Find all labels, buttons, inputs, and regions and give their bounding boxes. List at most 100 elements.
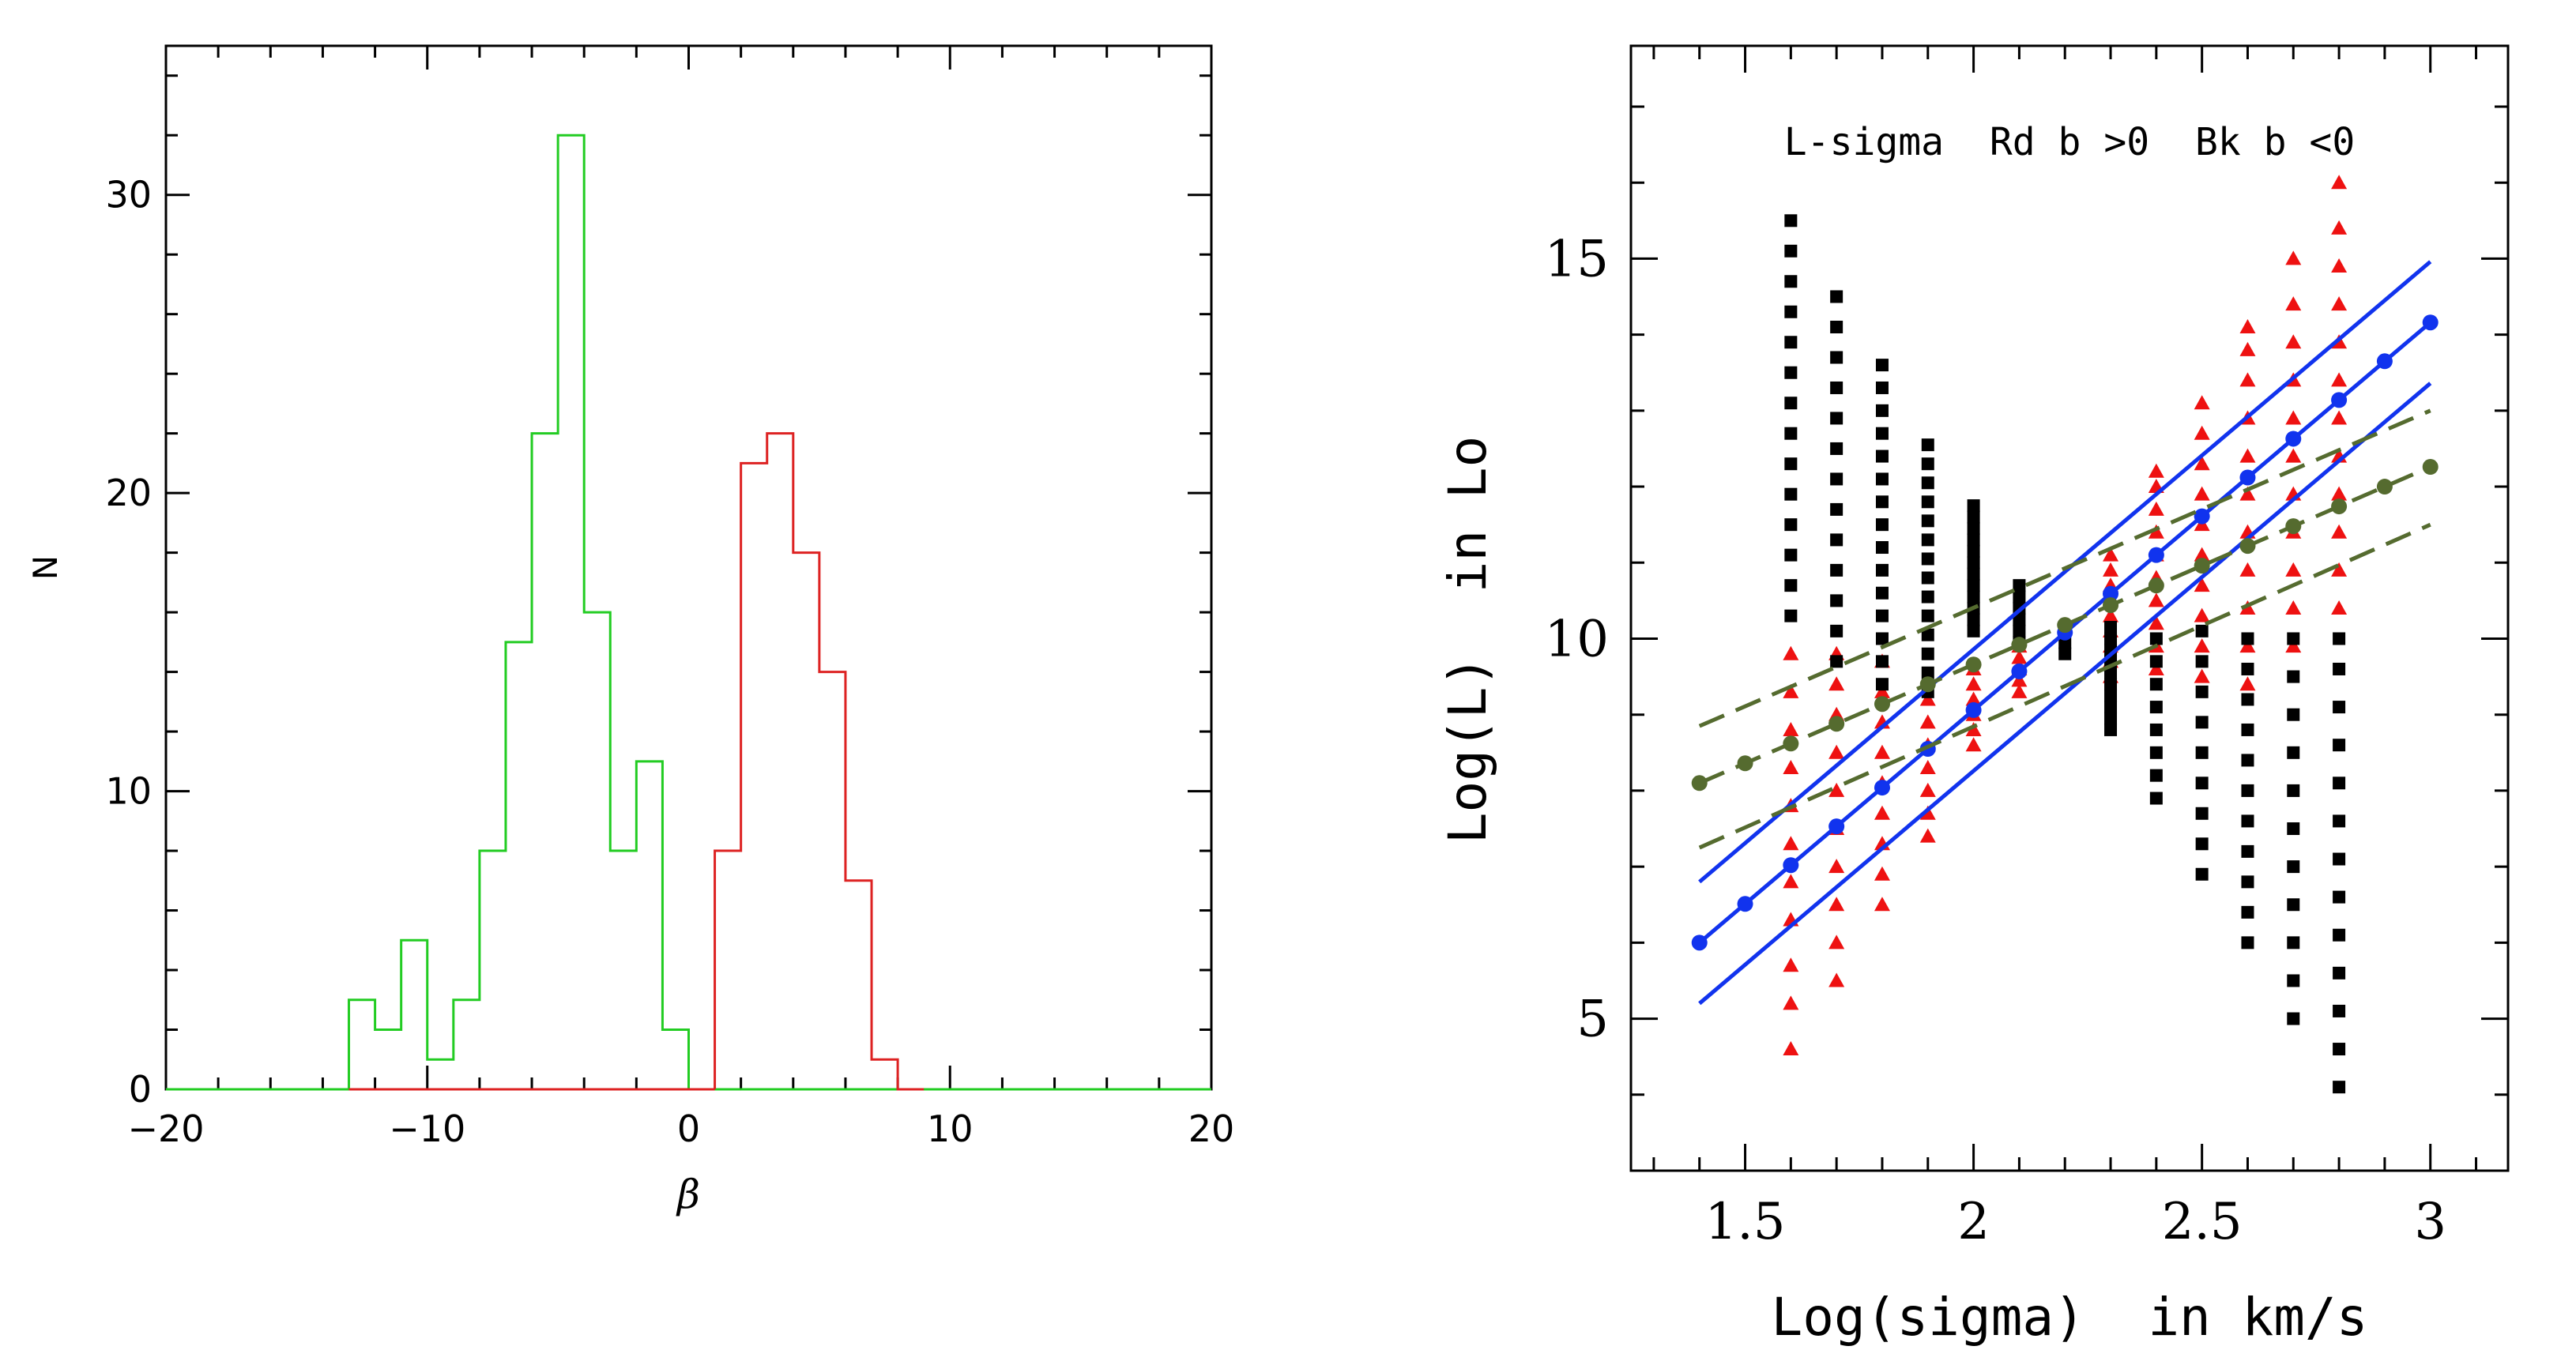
red-triangle-point: [2194, 456, 2210, 471]
black-square-point: [2287, 784, 2300, 797]
red-triangle-point: [2194, 638, 2210, 653]
black-square-point: [2333, 1004, 2346, 1017]
blue-fit-point: [2148, 547, 2164, 563]
red-triangle-point: [1919, 828, 1936, 843]
black-square-point: [2333, 814, 2346, 828]
y-tick-label: 10: [1545, 610, 1609, 668]
red-triangle-point: [1828, 934, 1845, 949]
black-square-point: [1921, 609, 1934, 622]
red-triangle-point: [2239, 676, 2256, 691]
red-triangle-point: [2239, 486, 2256, 501]
blue-fit-point: [2011, 663, 2028, 679]
black-square-point: [2013, 613, 2026, 626]
red-triangle-point: [1919, 691, 1936, 706]
black-square-point: [2287, 670, 2300, 683]
scatter-title: L-sigma Rd b >0 Bk b <0: [1784, 120, 2355, 164]
blue-fit-point: [1828, 818, 1845, 835]
olive-fit-point: [1874, 696, 1890, 713]
black-square-point: [1784, 214, 1798, 228]
red-triangle-point: [2331, 486, 2348, 501]
black-square-point: [1784, 518, 1798, 532]
black-square-point: [1830, 624, 1843, 637]
black-square-point: [1830, 472, 1843, 486]
red-triangle-point: [1965, 737, 1982, 752]
black-square-point: [1875, 541, 1889, 555]
histogram-frame: [164, 44, 1213, 1091]
black-square-point: [1784, 336, 1798, 349]
x-tick-label: 1.5: [1705, 1193, 1786, 1251]
black-square-point: [1967, 579, 1980, 592]
black-square-point: [1875, 518, 1889, 532]
olive-upper-band-line: [1698, 408, 2431, 728]
black-square-point: [2195, 624, 2209, 637]
y-tick-label: 10: [105, 770, 152, 813]
black-square-point: [1921, 666, 1934, 679]
black-square-point: [1921, 476, 1934, 490]
olive-fit-point: [1828, 716, 1845, 732]
red-triangle-point: [2285, 562, 2302, 577]
black-square-point: [2149, 655, 2163, 668]
histogram-ticks: [164, 46, 1213, 1091]
black-square-point: [2287, 898, 2300, 912]
black-square-point: [2333, 928, 2346, 942]
scatter-tick-labels: 1.5 2 2.5 3 5 10 15: [1545, 230, 2447, 1251]
black-square-point: [1830, 412, 1843, 425]
black-square-point: [1967, 590, 1980, 604]
black-square-point: [1784, 244, 1798, 258]
blue-fit-point: [2239, 469, 2256, 486]
red-triangle-point: [1828, 676, 1845, 691]
blue-fit-point: [1965, 701, 1982, 718]
black-square-point: [2333, 701, 2346, 714]
black-square-point: [2104, 701, 2118, 714]
red-triangle-point: [1783, 836, 1799, 851]
red-triangle-point: [2331, 600, 2348, 615]
black-square-point: [1784, 609, 1798, 622]
red-triangle-point: [2331, 220, 2348, 235]
black-square-point: [2104, 689, 2118, 702]
black-square-point: [2241, 905, 2254, 919]
scatter-frame: [1629, 44, 2510, 1172]
olive-fit-group: [1691, 408, 2439, 850]
black-square-point: [1921, 495, 1934, 509]
x-tick-label: 2.5: [2162, 1193, 2243, 1251]
black-square-point: [2241, 844, 2254, 858]
black-square-point: [2104, 632, 2118, 645]
x-tick-label: 10: [927, 1107, 974, 1150]
black-square-point: [2195, 655, 2209, 668]
black-square-point: [2333, 777, 2346, 790]
black-square-point: [1967, 510, 1980, 524]
black-square-point: [2195, 716, 2209, 729]
red-triangle-point: [1874, 805, 1890, 820]
black-square-point: [1967, 521, 1980, 535]
blue-fit-point: [1737, 896, 1753, 912]
olive-fit-point: [1691, 775, 1708, 792]
olive-fit-point: [2194, 558, 2210, 574]
black-square-point: [1830, 351, 1843, 364]
black-square-point: [1875, 655, 1889, 668]
blue-lower-band-line: [1698, 382, 2432, 1006]
black-square-point: [2333, 632, 2346, 645]
black-square-point: [1967, 613, 1980, 626]
black-square-point: [2149, 769, 2163, 782]
red-triangle-point: [2194, 577, 2210, 592]
red-triangle-point: [1919, 760, 1936, 775]
blue-fit-point: [1783, 857, 1799, 874]
blue-upper-band-line: [1698, 260, 2432, 884]
black-square-point: [1830, 321, 1843, 333]
black-square-point: [1784, 457, 1798, 471]
olive-fit-point: [1783, 735, 1799, 752]
black-square-point: [1784, 397, 1798, 410]
black-square-point: [2241, 693, 2254, 706]
olive-fit-point: [2011, 637, 2028, 653]
x-tick-label: 3: [2414, 1193, 2446, 1251]
black-square-point: [2333, 739, 2346, 752]
black-square-point: [2195, 867, 2209, 881]
x-tick-label: −20: [127, 1107, 204, 1150]
blue-fit-point: [2331, 392, 2348, 408]
scatter-panel: 1.5 2 2.5 3 5 10 15 L-sigma Rd b >0 Bk b <0 Lo…: [1437, 44, 2510, 1348]
black-square-point: [2195, 807, 2209, 820]
black-square-point: [1921, 552, 1934, 566]
black-square-point: [2241, 662, 2254, 675]
black-square-point: [2287, 708, 2300, 721]
red-triangle-point: [2285, 448, 2302, 463]
